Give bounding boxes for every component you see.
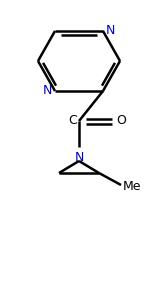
Text: Me: Me <box>123 179 142 192</box>
Text: C: C <box>68 114 77 127</box>
Text: N: N <box>74 151 84 164</box>
Text: N: N <box>106 25 115 38</box>
Text: N: N <box>43 84 52 97</box>
Text: O: O <box>116 114 126 127</box>
